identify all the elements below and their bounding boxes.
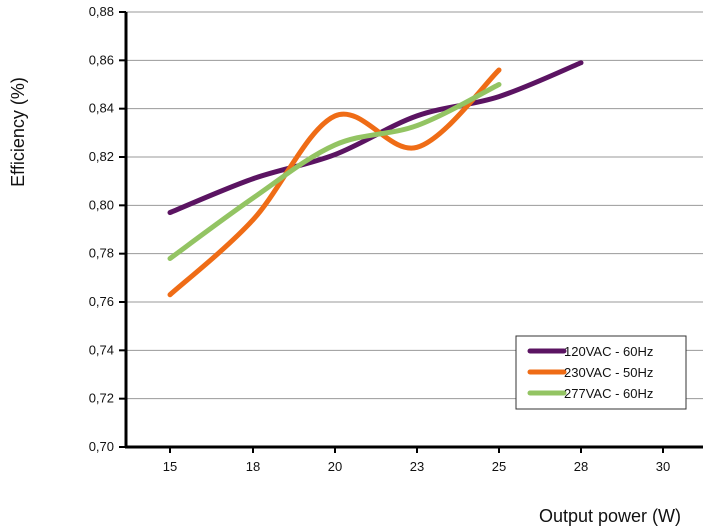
series-line-2	[167, 67, 502, 298]
series-line-3	[167, 82, 502, 261]
legend-label-3: 277VAC - 60Hz	[564, 386, 653, 401]
legend-label-1: 120VAC - 60Hz	[564, 344, 653, 359]
x-tick-label: 20	[328, 459, 342, 474]
series-lines	[167, 60, 584, 298]
y-axis-title: Efficiency (%)	[8, 77, 28, 187]
x-tick-label: 25	[492, 459, 506, 474]
x-tick-label: 18	[246, 459, 260, 474]
x-axis-title: Output power (W)	[539, 506, 681, 526]
y-tick-label: 0,74	[89, 342, 114, 357]
y-tick-label: 0,76	[89, 294, 114, 309]
x-tick-label: 28	[574, 459, 588, 474]
legend: 120VAC - 60Hz 230VAC - 50Hz 277VAC - 60Hz	[515, 335, 687, 410]
x-tick-label: 23	[410, 459, 424, 474]
y-tick-label: 0,84	[89, 101, 114, 116]
series-line-1	[167, 60, 584, 216]
y-tick-label: 0,86	[89, 52, 114, 67]
x-tick-label: 30	[656, 459, 670, 474]
y-tick-label: 0,72	[89, 391, 114, 406]
y-tick-label: 0,78	[89, 246, 114, 261]
y-tick-label: 0,88	[89, 4, 114, 19]
y-tick-label: 0,82	[89, 149, 114, 164]
x-tick-label: 15	[163, 459, 177, 474]
axes: 0,70 0,72 0,74 0,76 0,78 0,80 0,82 0,84 0,86 0,88…	[89, 4, 703, 474]
grid-lines	[126, 11, 703, 400]
y-tick-label: 0,70	[89, 439, 114, 454]
y-tick-label: 0,80	[89, 197, 114, 212]
legend-label-2: 230VAC - 50Hz	[564, 365, 653, 380]
